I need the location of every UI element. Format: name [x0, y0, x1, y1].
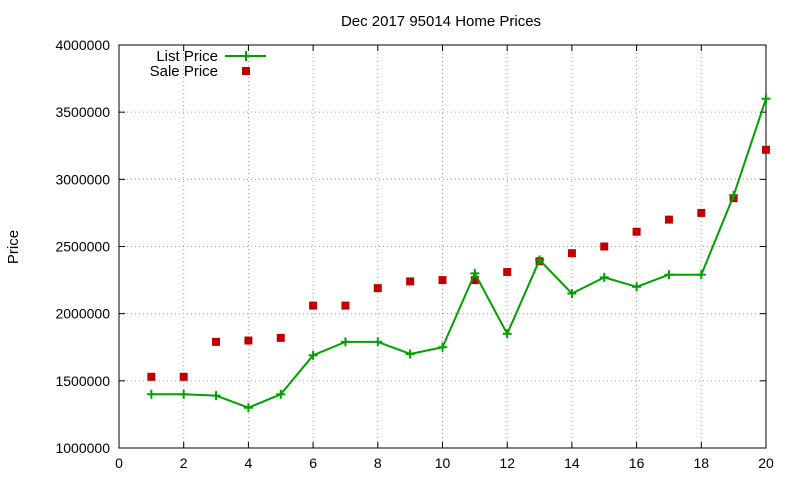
data-point-sale-price — [503, 268, 512, 277]
series-list-price — [146, 94, 771, 413]
chart-title: Dec 2017 95014 Home Prices — [341, 13, 541, 30]
x-tick-label: 2 — [180, 455, 188, 471]
x-tick-label: 18 — [694, 455, 710, 471]
data-point-list-price — [761, 94, 771, 104]
data-point-list-price — [243, 403, 253, 413]
data-point-list-price — [146, 389, 156, 399]
data-point-list-price — [535, 255, 545, 265]
x-tick-label: 6 — [309, 455, 317, 471]
data-point-sale-price — [147, 372, 156, 381]
y-tick-label: 3500000 — [55, 104, 110, 120]
data-point-list-price — [567, 289, 577, 299]
x-tick-label: 4 — [245, 455, 253, 471]
data-point-sale-price — [276, 333, 285, 342]
data-point-sale-price — [664, 215, 673, 224]
y-tick-label: 4000000 — [55, 37, 110, 53]
x-tick-label: 0 — [115, 455, 123, 471]
y-tick-label: 2000000 — [55, 306, 110, 322]
data-point-list-price — [470, 268, 480, 278]
legend: List Price Sale Price — [150, 48, 266, 80]
data-point-sale-price — [600, 242, 609, 251]
data-point-list-price — [373, 337, 383, 347]
data-point-sale-price — [212, 337, 221, 346]
y-axis-label: Price — [5, 230, 22, 264]
data-point-list-price — [664, 270, 674, 280]
series-line-list-price — [151, 98, 767, 409]
data-point-list-price — [632, 282, 642, 292]
data-point-list-price — [340, 337, 350, 347]
legend-marker-sale-price — [242, 67, 250, 75]
data-point-list-price — [696, 270, 706, 280]
data-point-sale-price — [373, 284, 382, 293]
axis-ticks — [118, 44, 767, 449]
data-point-sale-price — [438, 276, 447, 285]
x-tick-label: 16 — [629, 455, 645, 471]
data-point-sale-price — [309, 301, 318, 310]
y-tick-label: 2500000 — [55, 239, 110, 255]
data-point-sale-price — [762, 145, 770, 154]
x-tick-label: 12 — [499, 455, 515, 471]
data-point-list-price — [729, 190, 739, 200]
series — [146, 94, 771, 413]
data-point-sale-price — [406, 277, 415, 286]
tick-labels: 0 2 4 6 8 10 12 14 16 18 20 1000000 1500000 2000000 25… — [55, 37, 774, 471]
x-tick-label: 14 — [564, 455, 580, 471]
data-point-list-price — [276, 389, 286, 399]
data-point-sale-price — [341, 301, 350, 310]
x-tick-label: 8 — [374, 455, 382, 471]
data-point-list-price — [179, 389, 189, 399]
legend-marker-list-price — [241, 51, 251, 61]
data-point-sale-price — [697, 208, 706, 217]
series-sale-price — [147, 145, 770, 381]
data-point-list-price — [211, 391, 221, 401]
legend-label-sale-price: Sale Price — [150, 63, 218, 80]
legend-label-list-price: List Price — [156, 48, 218, 65]
data-point-list-price — [438, 342, 447, 352]
y-tick-label: 1500000 — [55, 373, 110, 389]
y-tick-label: 3000000 — [55, 171, 110, 187]
data-point-sale-price — [244, 336, 253, 345]
data-point-list-price — [502, 329, 512, 339]
data-point-sale-price — [179, 372, 188, 381]
data-point-list-price — [405, 349, 415, 359]
data-point-sale-price — [470, 276, 479, 285]
data-point-list-price — [308, 350, 318, 360]
data-point-list-price — [599, 272, 609, 282]
data-point-sale-price — [567, 249, 576, 258]
x-tick-label: 10 — [435, 455, 451, 471]
y-tick-label: 1000000 — [55, 440, 110, 456]
x-tick-label: 20 — [758, 455, 774, 471]
grid-lines — [119, 45, 766, 448]
data-point-sale-price — [632, 227, 641, 236]
